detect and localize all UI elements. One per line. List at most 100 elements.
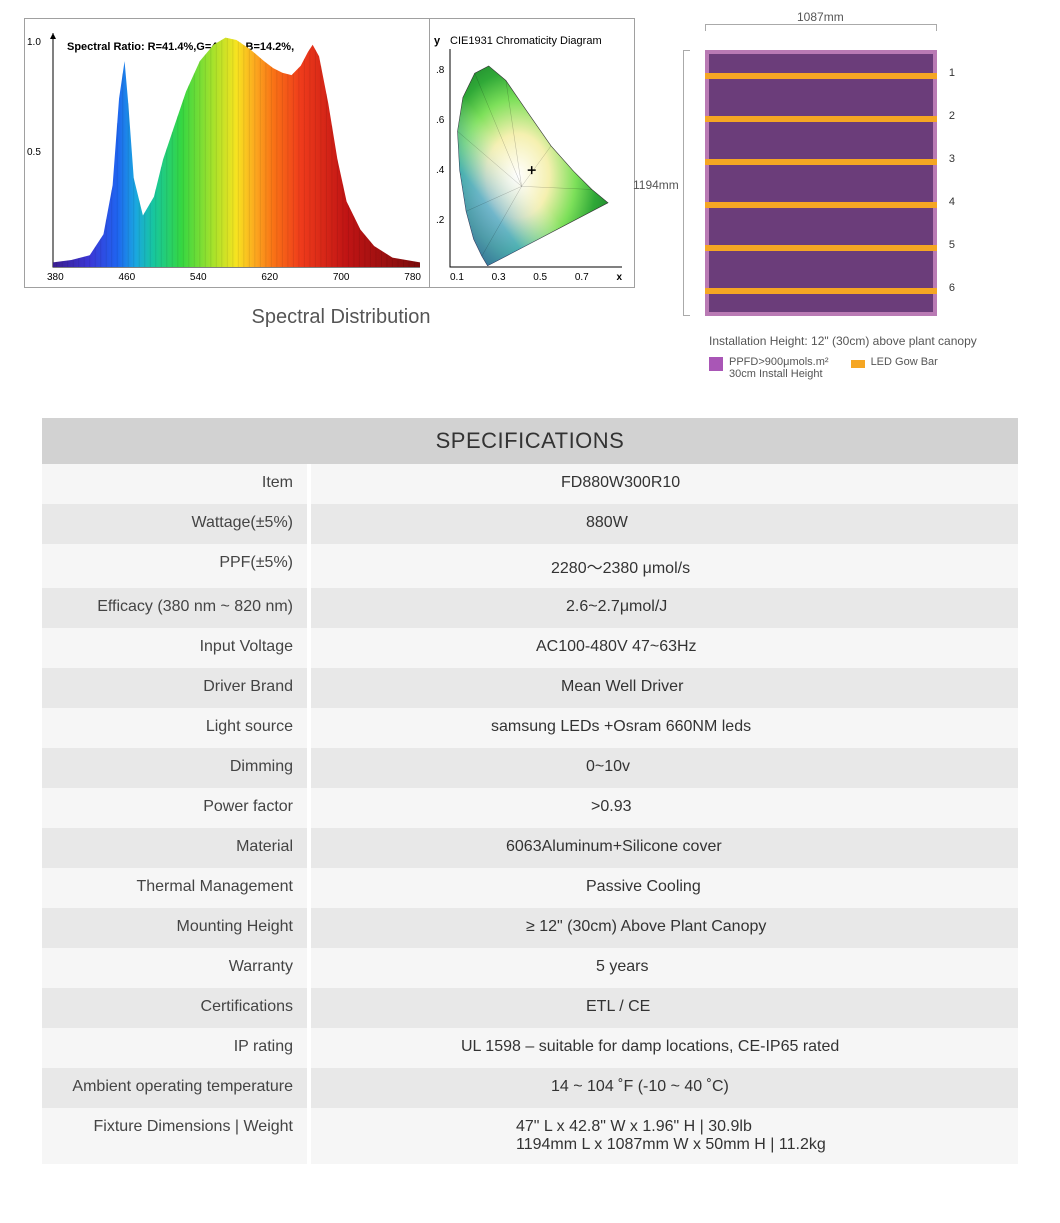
spectral-distribution-chart: Spectral Ratio: R=41.4%,G=44.4%,B=14.2%,… <box>25 19 430 287</box>
table-row: Power factor>0.93 <box>42 788 1018 828</box>
table-row: Fixture Dimensions | Weight47" L x 42.8"… <box>42 1108 1018 1164</box>
table-row: PPF(±5%)2280～2380 μmol/s <box>42 544 1018 588</box>
spec-value: 880W <box>311 504 1018 544</box>
spec-label: Warranty <box>42 948 307 988</box>
cie-xtick: 0.1 <box>450 272 464 283</box>
table-row: Dimming0~10v <box>42 748 1018 788</box>
install-note: Installation Height: 12" (30cm) above pl… <box>709 334 977 348</box>
cie-chromaticity-chart: y CIE1931 Chromaticity Diagram .8 .6 .4 … <box>430 19 634 287</box>
width-bracket <box>705 24 937 25</box>
xtick: 700 <box>333 272 350 283</box>
spec-value: ≥ 12" (30cm) Above Plant Canopy <box>311 908 1018 948</box>
led-grow-bar: 6 <box>705 288 937 294</box>
led-grow-bar: 4 <box>705 202 937 208</box>
table-row: Input VoltageAC100-480V 47~63Hz <box>42 628 1018 668</box>
spec-label: Mounting Height <box>42 908 307 948</box>
spec-value: >0.93 <box>311 788 1018 828</box>
legend-item: LED Gow Bar <box>851 356 938 380</box>
spec-value: 6063Aluminum+Silicone cover <box>311 828 1018 868</box>
width-label: 1087mm <box>797 10 844 24</box>
spec-table-header: SPECIFICATIONS <box>42 418 1018 464</box>
spec-label: Item <box>42 464 307 504</box>
cie-xtick: 0.7 <box>575 272 589 283</box>
spec-value: AC100-480V 47~63Hz <box>311 628 1018 668</box>
spec-value: FD880W300R10 <box>311 464 1018 504</box>
led-grow-bar: 3 <box>705 159 937 165</box>
left-chart-group: Spectral Ratio: R=41.4%,G=44.4%,B=14.2%,… <box>24 18 635 378</box>
xtick: 780 <box>404 272 421 283</box>
legend-label: LED Gow Bar <box>871 356 938 368</box>
spec-value: 5 years <box>311 948 1018 988</box>
chart-border-box: Spectral Ratio: R=41.4%,G=44.4%,B=14.2%,… <box>24 18 635 288</box>
cie-xtick: 0.3 <box>492 272 506 283</box>
spec-value: Passive Cooling <box>311 868 1018 908</box>
spec-value: samsung LEDs +Osram 660NM leds <box>311 708 1018 748</box>
specifications-table: SPECIFICATIONS ItemFD880W300R10Wattage(±… <box>42 418 1018 1164</box>
spec-value: UL 1598 – suitable for damp locations, C… <box>311 1028 1018 1068</box>
cie-xticks: 0.1 0.3 0.5 0.7 x <box>450 272 622 283</box>
spec-label: Efficacy (380 nm ~ 820 nm) <box>42 588 307 628</box>
cie-xtick: 0.5 <box>533 272 547 283</box>
ppfd-area: 1 2 3 4 5 6 <box>705 50 937 316</box>
xtick: 620 <box>261 272 278 283</box>
bar-number: 5 <box>949 239 955 251</box>
spec-label: Power factor <box>42 788 307 828</box>
table-row: Ambient operating temperature14 ~ 104 ˚F… <box>42 1068 1018 1108</box>
bar-number: 4 <box>949 196 955 208</box>
table-row: Mounting Height≥ 12" (30cm) Above Plant … <box>42 908 1018 948</box>
table-row: ItemFD880W300R10 <box>42 464 1018 504</box>
spec-label: Ambient operating temperature <box>42 1068 307 1108</box>
xtick: 380 <box>47 272 64 283</box>
spec-value: 14 ~ 104 ˚F (-10 ~ 40 ˚C) <box>311 1068 1018 1108</box>
spec-value: 47" L x 42.8" W x 1.96" H | 30.9lb 1194m… <box>311 1108 1018 1164</box>
spec-label: Light source <box>42 708 307 748</box>
spec-value: 0~10v <box>311 748 1018 788</box>
bar-number: 3 <box>949 153 955 165</box>
cie-svg <box>430 19 634 287</box>
spec-label: Input Voltage <box>42 628 307 668</box>
ppfd-diagram: 1087mm 1194mm 123456 Installation Height… <box>647 18 1036 378</box>
spec-label: Dimming <box>42 748 307 788</box>
spec-value: Mean Well Driver <box>311 668 1018 708</box>
table-row: CertificationsETL / CE <box>42 988 1018 1028</box>
spec-label: IP rating <box>42 1028 307 1068</box>
height-bracket <box>683 50 684 316</box>
top-row: Spectral Ratio: R=41.4%,G=44.4%,B=14.2%,… <box>0 0 1060 378</box>
spec-label: Wattage(±5%) <box>42 504 307 544</box>
ppfd-legend: PPFD>900μmols.m² 30cm Install Height LED… <box>709 356 938 380</box>
bar-number: 2 <box>949 110 955 122</box>
legend-swatch <box>851 360 865 368</box>
led-grow-bar: 2 <box>705 116 937 122</box>
legend-swatch <box>709 357 723 371</box>
table-row: Material6063Aluminum+Silicone cover <box>42 828 1018 868</box>
table-row: Wattage(±5%)880W <box>42 504 1018 544</box>
spec-label: Fixture Dimensions | Weight <box>42 1108 307 1164</box>
spec-value: 2.6~2.7μmol/J <box>311 588 1018 628</box>
bar-number: 6 <box>949 282 955 294</box>
cie-x-label: x <box>616 272 622 283</box>
spectral-caption: Spectral Distribution <box>24 306 634 329</box>
spec-label: Driver Brand <box>42 668 307 708</box>
led-grow-bar: 5 <box>705 245 937 251</box>
bar-number: 1 <box>949 67 955 79</box>
height-label: 1194mm <box>633 178 679 192</box>
spec-value: ETL / CE <box>311 988 1018 1028</box>
led-grow-bar: 1 <box>705 73 937 79</box>
xtick: 460 <box>118 272 135 283</box>
spec-label: PPF(±5%) <box>42 544 307 588</box>
table-row: IP ratingUL 1598 – suitable for damp loc… <box>42 1028 1018 1068</box>
xtick: 540 <box>190 272 207 283</box>
legend-item: PPFD>900μmols.m² 30cm Install Height <box>709 356 829 380</box>
table-row: Driver BrandMean Well Driver <box>42 668 1018 708</box>
table-row: Warranty5 years <box>42 948 1018 988</box>
table-row: Efficacy (380 nm ~ 820 nm)2.6~2.7μmol/J <box>42 588 1018 628</box>
spec-value: 2280～2380 μmol/s <box>311 544 1018 588</box>
table-row: Thermal ManagementPassive Cooling <box>42 868 1018 908</box>
spectral-xticks: 380 460 540 620 700 780 <box>47 272 421 283</box>
spec-label: Thermal Management <box>42 868 307 908</box>
spectral-svg <box>25 19 430 287</box>
table-row: Light sourcesamsung LEDs +Osram 660NM le… <box>42 708 1018 748</box>
spec-label: Material <box>42 828 307 868</box>
legend-label: PPFD>900μmols.m² 30cm Install Height <box>729 356 829 380</box>
spec-label: Certifications <box>42 988 307 1028</box>
